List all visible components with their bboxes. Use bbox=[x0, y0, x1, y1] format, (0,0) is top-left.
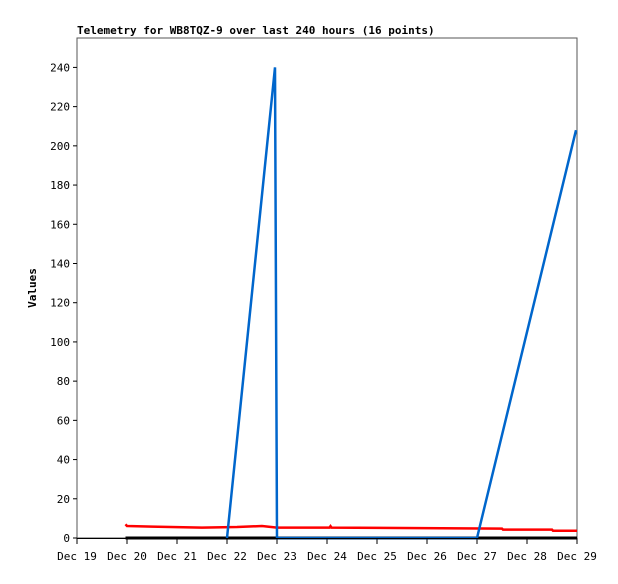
y-tick-label: 200 bbox=[50, 140, 70, 153]
x-tick-label: Dec 27 bbox=[457, 550, 497, 563]
y-tick-label: 180 bbox=[50, 179, 70, 192]
series-line-1 bbox=[126, 524, 578, 530]
x-tick-label: Dec 28 bbox=[507, 550, 547, 563]
x-tick-label: Dec 26 bbox=[407, 550, 447, 563]
x-tick-label: Dec 20 bbox=[107, 550, 147, 563]
x-tick-label: Dec 29 bbox=[557, 550, 597, 563]
x-tick-label: Dec 25 bbox=[357, 550, 397, 563]
y-tick-label: 100 bbox=[50, 336, 70, 349]
x-tick-label: Dec 23 bbox=[257, 550, 297, 563]
y-tick-label: 240 bbox=[50, 61, 70, 74]
y-tick-label: 80 bbox=[57, 375, 70, 388]
y-tick-label: 0 bbox=[63, 532, 70, 545]
x-tick-label: Dec 19 bbox=[57, 550, 97, 563]
x-tick-label: Dec 21 bbox=[157, 550, 197, 563]
y-tick-label: 160 bbox=[50, 218, 70, 231]
series-line-2 bbox=[227, 67, 576, 538]
y-tick-label: 60 bbox=[57, 414, 70, 427]
plot-frame bbox=[77, 38, 577, 538]
x-tick-label: Dec 22 bbox=[207, 550, 247, 563]
y-tick-label: 40 bbox=[57, 454, 70, 467]
y-tick-label: 120 bbox=[50, 297, 70, 310]
chart-title: Telemetry for WB8TQZ-9 over last 240 hou… bbox=[77, 24, 435, 37]
y-tick-label: 20 bbox=[57, 493, 70, 506]
y-axis-label: Values bbox=[26, 268, 39, 308]
x-tick-label: Dec 24 bbox=[307, 550, 347, 563]
y-tick-label: 220 bbox=[50, 101, 70, 114]
y-tick-label: 140 bbox=[50, 257, 70, 270]
